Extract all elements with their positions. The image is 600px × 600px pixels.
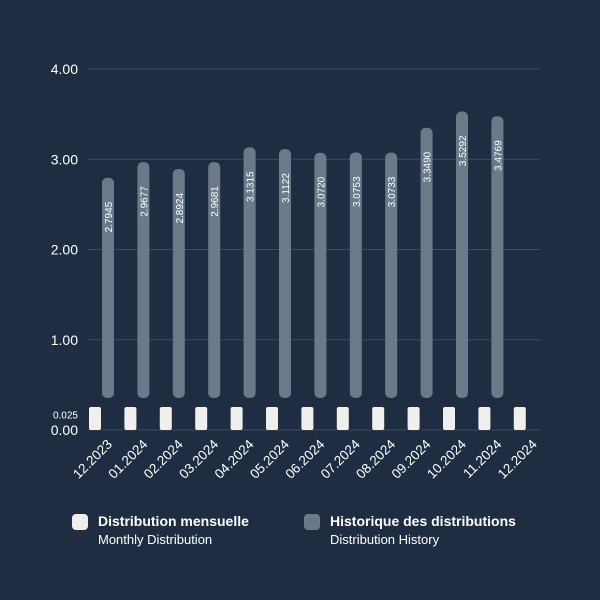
monthly-distribution-bar — [372, 407, 385, 430]
distribution-history-bar — [385, 152, 398, 398]
history-value-label: 2.8924 — [175, 193, 186, 224]
monthly-distribution-bar — [407, 407, 420, 430]
legend-swatch-history — [304, 514, 320, 530]
monthly-distribution-bar — [336, 407, 349, 430]
legend-item-distribution-history: Historique des distributions Distributio… — [304, 513, 516, 548]
x-tick-label: 10.2024 — [424, 436, 469, 481]
distribution-history-bar — [243, 147, 256, 398]
monthly-distribution-bar — [124, 407, 137, 430]
monthly-distribution-bar — [443, 407, 455, 430]
y-small-value-label: 0.025 — [53, 411, 78, 422]
distribution-history-bar — [102, 177, 114, 398]
distribution-history-bar — [420, 127, 433, 398]
monthly-distribution-bar — [230, 407, 243, 430]
monthly-distribution-bar — [478, 407, 491, 430]
legend-item-monthly-distribution: Distribution mensuelle Monthly Distribut… — [72, 513, 249, 548]
history-value-label: 3.5292 — [458, 135, 469, 166]
history-value-label: 2.9681 — [210, 186, 221, 217]
legend-swatch-monthly — [72, 514, 88, 530]
legend-subtitle-monthly: Monthly Distribution — [98, 532, 213, 547]
history-value-label: 3.1315 — [246, 171, 257, 202]
history-value-label: 2.7945 — [104, 201, 115, 232]
distribution-history-bar — [172, 168, 185, 398]
monthly-distribution-bar — [266, 407, 278, 430]
y-tick-label: 4.00 — [51, 61, 78, 77]
monthly-distribution-bar — [195, 407, 208, 430]
history-value-label: 3.0733 — [387, 176, 398, 207]
history-value-label: 3.0720 — [316, 176, 327, 207]
history-value-label: 3.1122 — [281, 173, 292, 203]
y-tick-label: 2.00 — [51, 242, 78, 258]
distribution-history-bar — [279, 149, 291, 398]
legend-subtitle-history: Distribution History — [330, 532, 440, 547]
monthly-distribution-bar — [513, 407, 526, 430]
legend-title-monthly: Distribution mensuelle — [98, 513, 249, 529]
history-value-label: 2.9677 — [139, 186, 150, 217]
legend-text-monthly: Distribution mensuelle Monthly Distribut… — [98, 513, 249, 548]
y-tick-label: 3.00 — [51, 151, 78, 167]
y-tick-label: 0.00 — [51, 422, 78, 438]
history-value-label: 3.4769 — [493, 140, 504, 171]
monthly-distribution-bar — [89, 407, 101, 430]
monthly-distribution-bar — [159, 407, 172, 430]
legend-text-history: Historique des distributions Distributio… — [330, 513, 516, 548]
distribution-history-bar — [208, 162, 221, 398]
distribution-history-bar — [137, 162, 150, 398]
history-value-label: 3.0753 — [352, 176, 363, 207]
history-value-label: 3.3490 — [423, 151, 434, 182]
distribution-history-bar — [314, 152, 327, 398]
legend-title-history: Historique des distributions — [330, 513, 516, 529]
monthly-distribution-bar — [301, 407, 314, 430]
y-tick-label: 1.00 — [51, 332, 78, 348]
x-tick-label: 12.2024 — [495, 436, 540, 481]
distribution-history-bar — [456, 111, 468, 399]
distribution-history-bar — [349, 152, 362, 398]
distribution-history-bar — [491, 116, 504, 398]
